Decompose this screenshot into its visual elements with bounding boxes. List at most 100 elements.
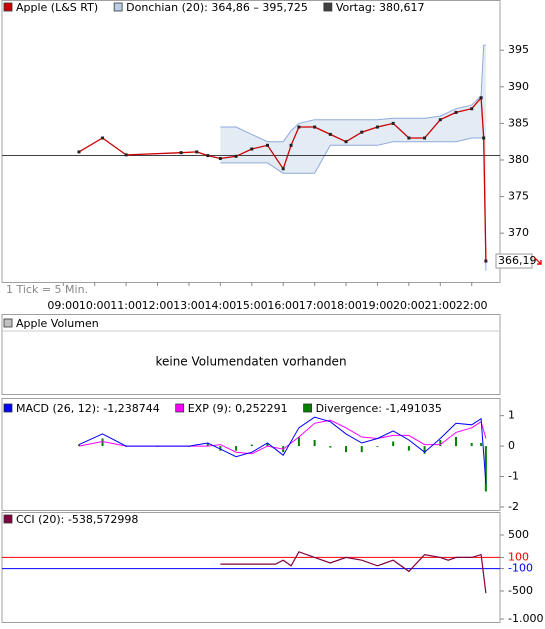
price-point bbox=[360, 130, 364, 134]
divergence-bar bbox=[455, 436, 458, 447]
y-tick-label: -1 bbox=[508, 470, 519, 483]
macd-line bbox=[78, 416, 487, 484]
divergence-bar bbox=[345, 446, 348, 453]
y-tick-label: -500 bbox=[508, 584, 533, 597]
y-tick-label: 1 bbox=[508, 409, 515, 422]
x-tick-label: 13:00 bbox=[173, 299, 205, 312]
divergence-bar bbox=[439, 440, 442, 447]
price-point bbox=[234, 154, 238, 158]
price-point bbox=[479, 96, 483, 100]
divergence-bar bbox=[376, 446, 379, 447]
x-tick-label: 15:00 bbox=[236, 299, 268, 312]
x-tick-label: 22:00 bbox=[456, 299, 488, 312]
legend-label: Divergence: -1,491035 bbox=[316, 402, 442, 415]
price-point bbox=[281, 167, 285, 171]
price-point bbox=[328, 132, 332, 136]
price-point bbox=[375, 125, 379, 129]
down-arrow bbox=[533, 256, 542, 265]
x-tick-label: 20:00 bbox=[393, 299, 425, 312]
price-point bbox=[289, 143, 293, 147]
price-point bbox=[206, 154, 210, 158]
y-tick-label: -2 bbox=[508, 500, 519, 513]
y-tick-label: 375 bbox=[508, 190, 529, 203]
divergence-bar bbox=[297, 436, 300, 447]
price-point bbox=[265, 143, 269, 147]
legend-swatch bbox=[3, 403, 13, 413]
y-tick-label: 380 bbox=[508, 153, 529, 166]
x-tick-label: 12:00 bbox=[142, 299, 174, 312]
divergence-bar bbox=[480, 443, 483, 447]
divergence-bar bbox=[470, 443, 473, 447]
donchian-fill bbox=[220, 45, 486, 271]
legend-swatch bbox=[3, 514, 13, 524]
x-tick-label: 18:00 bbox=[330, 299, 362, 312]
divergence-bar bbox=[250, 444, 253, 447]
divergence-bar bbox=[484, 446, 487, 492]
legend-swatch bbox=[3, 318, 13, 328]
price-point bbox=[124, 153, 128, 157]
divergence-bar bbox=[329, 446, 332, 448]
y-tick-label: 395 bbox=[508, 43, 529, 56]
x-tick-label: 16:00 bbox=[267, 299, 299, 312]
price-point bbox=[250, 147, 254, 151]
divergence-bar bbox=[219, 446, 222, 451]
divergence-bar bbox=[423, 446, 426, 454]
legend-swatch bbox=[113, 2, 123, 12]
donchian-lower bbox=[220, 137, 487, 271]
price-point bbox=[101, 136, 105, 140]
x-tick-label: 11:00 bbox=[110, 299, 142, 312]
divergence-bar bbox=[235, 446, 238, 451]
price-point bbox=[218, 157, 222, 161]
price-point bbox=[77, 150, 81, 154]
last-price-label: 366,19 bbox=[498, 254, 537, 267]
cci-panel bbox=[1, 512, 501, 623]
x-tick-label: 09:00 bbox=[47, 299, 79, 312]
price-point bbox=[454, 110, 458, 114]
price-point bbox=[313, 125, 317, 129]
divergence-bar bbox=[77, 444, 80, 447]
price-point bbox=[470, 107, 474, 111]
legend-label: EXP (9): 0,252291 bbox=[188, 402, 288, 415]
legend-label: Apple (L&S RT) bbox=[16, 1, 98, 14]
price-point bbox=[423, 136, 427, 140]
volume-panel bbox=[1, 314, 501, 395]
legend-label: MACD (26, 12): -1,238744 bbox=[16, 402, 160, 415]
price-point bbox=[391, 121, 395, 125]
legend-swatch bbox=[323, 2, 333, 12]
legend-label: CCI (20): -538,572998 bbox=[16, 513, 138, 526]
legend-swatch bbox=[175, 403, 185, 413]
y-tick-label: 100 bbox=[508, 550, 529, 563]
cci-line bbox=[220, 551, 487, 594]
x-tick-label: 14:00 bbox=[205, 299, 237, 312]
legend-label: Donchian (20): 364,86 – 395,725 bbox=[126, 1, 308, 14]
donchian-upper bbox=[220, 44, 486, 143]
macd-panel bbox=[1, 398, 501, 511]
y-tick-label: 370 bbox=[508, 226, 529, 239]
y-tick-label: 385 bbox=[508, 116, 529, 129]
legend-label: Vortag: 380,617 bbox=[336, 1, 425, 14]
divergence-bar bbox=[392, 441, 395, 447]
divergence-bar bbox=[407, 446, 410, 451]
y-tick-label: -100 bbox=[508, 562, 533, 575]
legend-label: Apple Volumen bbox=[16, 317, 99, 330]
divergence-bar bbox=[313, 440, 316, 447]
y-tick-label: 0 bbox=[508, 439, 515, 452]
price-point bbox=[484, 259, 488, 263]
divergence-bar bbox=[266, 443, 269, 447]
y-tick-label: -1.000 bbox=[508, 612, 543, 625]
legend-swatch bbox=[303, 403, 312, 413]
no-data-message: keine Volumendaten vorhanden bbox=[155, 355, 346, 369]
price-point bbox=[407, 136, 411, 140]
y-tick-label: 500 bbox=[508, 528, 529, 541]
y-tick-label: 390 bbox=[508, 80, 529, 93]
divergence-bar bbox=[360, 446, 363, 453]
x-tick-label: 19:00 bbox=[362, 299, 394, 312]
price-point bbox=[482, 136, 486, 140]
divergence-bar bbox=[206, 443, 209, 447]
last-price-box bbox=[495, 253, 533, 269]
divergence-bar bbox=[101, 438, 104, 447]
x-tick-label: 10:00 bbox=[79, 299, 111, 312]
legend-swatch bbox=[3, 2, 13, 12]
price-point bbox=[344, 140, 348, 144]
